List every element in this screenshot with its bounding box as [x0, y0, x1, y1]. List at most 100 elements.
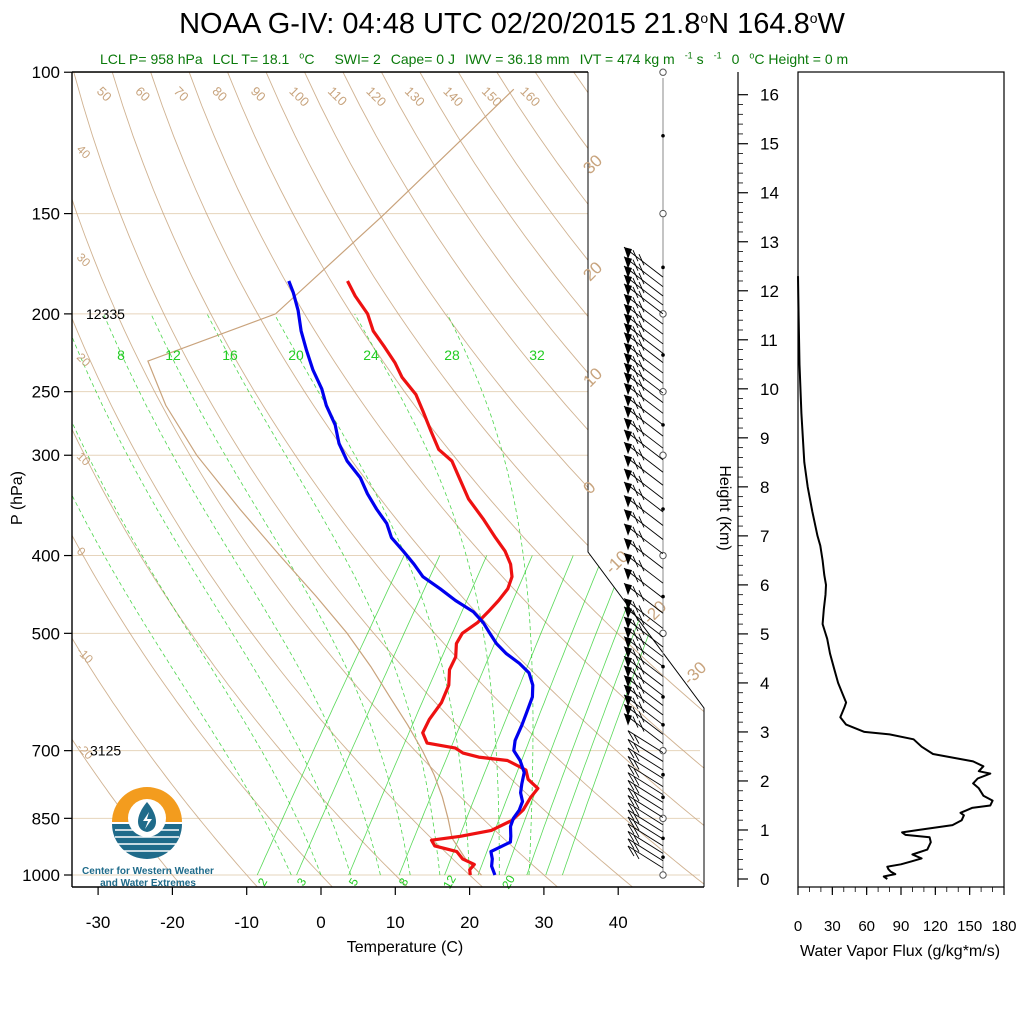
wind-barb-pennant [624, 656, 632, 669]
wind-barb-feather [627, 823, 635, 835]
lcl-temperature: LCL T= 18.1 oC [212, 50, 315, 67]
wind-barb-feather [633, 791, 640, 802]
y-tick-label: 150 [32, 205, 60, 224]
wind-barb-feather [638, 605, 645, 617]
wind-barb-pennant [624, 713, 632, 726]
wind-barb-pennant [624, 481, 632, 494]
logo-water [112, 824, 182, 859]
wind-barb-feather [632, 687, 639, 700]
wind-barb-feather [638, 320, 645, 333]
flux-x-tick-label: 0 [794, 918, 802, 935]
wind-barb-feather [638, 390, 645, 402]
adiabat-label-top: 70 [171, 84, 192, 105]
logo-bolt-icon [143, 812, 152, 829]
adiabat-label-top: 130 [402, 84, 428, 110]
mixing-ratio-label: 24 [363, 347, 379, 363]
dry-adiabat [72, 738, 183, 887]
parcel-line [147, 88, 515, 876]
wind-barb-pennant [624, 553, 632, 566]
flux-profile-line [797, 276, 994, 880]
wind-barb-feather [632, 259, 639, 271]
wind-barb [627, 780, 664, 803]
wind-barb-feather [633, 760, 640, 770]
wind-barb-feather [627, 780, 635, 791]
mixing-ratio-line [526, 555, 648, 876]
wind-barb [627, 809, 664, 833]
barb-level-dot [661, 855, 665, 859]
barb-level-marker [659, 871, 667, 879]
flux-x-tick-label: 180 [991, 918, 1016, 935]
wind-barb-feather [638, 701, 645, 713]
lcl-pressure: LCL P= 958 hPa [100, 50, 203, 67]
wind-barb-feather [627, 845, 635, 857]
wind-barb-pennant [624, 704, 632, 717]
wind-barb-pennant [624, 383, 632, 396]
wind-barb-feather [638, 488, 645, 501]
moist-adiabat [273, 313, 470, 876]
wind-barb-feather [632, 307, 639, 319]
wind-barb-feather [638, 653, 645, 665]
wind-barb-feather [638, 272, 645, 285]
flux-x-tick-label: 60 [858, 918, 875, 935]
adiabat-label-top: 80 [209, 84, 230, 105]
wind-barb [627, 838, 664, 862]
dry-adiabat [342, 72, 704, 549]
wind-barb-feather [638, 379, 645, 391]
x-tick-label: -30 [86, 913, 111, 932]
wind-barb-feather [632, 297, 639, 309]
wind-barb-feather [638, 530, 645, 542]
adiabat-label-top: 110 [325, 84, 350, 109]
wind-barb [627, 831, 664, 854]
temperature-trace [346, 280, 540, 876]
dry-adiabat [111, 72, 704, 885]
wind-barb-pennant [624, 509, 632, 522]
adiabat-label-top: 90 [248, 84, 269, 105]
wind-barb-pennant [624, 646, 632, 659]
wind-barb-feather [632, 498, 639, 510]
adiabat-label-top: 60 [132, 84, 153, 105]
y-tick-label: 850 [32, 809, 60, 828]
height-tick-label: 15 [760, 135, 779, 154]
moist-adiabat [150, 313, 411, 876]
wind-barb-feather [632, 716, 639, 728]
height-tick-label: 2 [760, 772, 769, 791]
wind-barb [627, 764, 664, 787]
wind-barb-feather [638, 672, 645, 684]
height-tick-label: 1 [760, 821, 769, 840]
wind-barb-pennant [624, 332, 632, 345]
wind-barb-feather [632, 471, 639, 484]
dry-adiabat [72, 428, 409, 887]
wind-barb-pennant [624, 406, 632, 419]
x-tick-label: 10 [386, 913, 405, 932]
wind-barb-feather [633, 827, 640, 838]
wind-barb-pennant [624, 247, 632, 260]
barb-level-dot [661, 265, 665, 270]
height-tick-label: 10 [760, 380, 779, 399]
wind-barb-feather [638, 311, 645, 323]
flux-x-tick-label: 30 [824, 918, 841, 935]
wind-barb-feather [632, 249, 639, 262]
barb-level-dot [661, 836, 665, 841]
mixing-ratio-label: 16 [222, 347, 238, 363]
x-tick-label: -20 [160, 913, 185, 932]
wind-barb-pennant [624, 617, 632, 630]
wind-barb-feather [638, 360, 645, 372]
wind-barb-feather [633, 776, 640, 786]
flux-x-tick-label: 120 [923, 918, 948, 935]
wind-barb-feather [638, 623, 645, 636]
adiabat-label-top: 100 [286, 84, 312, 110]
wind-barb-feather [638, 475, 645, 488]
height-label: 12335 [86, 306, 125, 322]
wind-barb [627, 730, 664, 754]
wind-barb-feather [633, 734, 640, 744]
mixing-ratio-line [477, 555, 604, 876]
mixing-ratio-line [256, 555, 405, 876]
wind-barb-feather [638, 412, 645, 425]
x-tick-label: 40 [609, 913, 628, 932]
wind-barb-feather [632, 375, 639, 387]
dry-adiabat [304, 72, 704, 603]
wind-barb-pennant [624, 694, 632, 707]
wind-barb-feather [633, 799, 640, 809]
